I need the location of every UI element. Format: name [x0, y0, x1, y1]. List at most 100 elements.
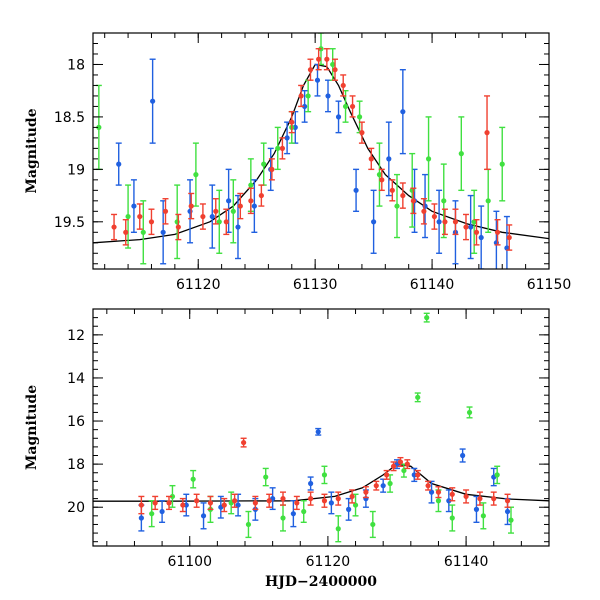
x-tick-label: 61120: [306, 554, 351, 570]
data-point-blue: [325, 79, 332, 113]
data-point-green: [499, 126, 506, 202]
data-point-green: [494, 465, 501, 485]
data-point-green: [458, 116, 465, 192]
data-point-red: [462, 213, 469, 241]
data-point-blue: [490, 467, 497, 487]
plot-frame: [92, 32, 550, 270]
data-point-blue: [284, 121, 291, 155]
data-point-green: [394, 173, 400, 239]
data-point-red: [321, 493, 328, 508]
y-tick-label: 16: [67, 414, 85, 430]
data-point-red: [441, 208, 448, 236]
data-point-blue: [445, 489, 452, 513]
data-point-red: [362, 486, 369, 499]
data-point-red: [298, 84, 305, 108]
series-red: [138, 437, 511, 515]
data-point-red: [240, 437, 247, 448]
y-tick-label: 19: [67, 162, 85, 178]
data-point-red: [431, 203, 438, 230]
y-tick-label: 18: [67, 57, 85, 73]
data-point-blue: [307, 476, 314, 491]
data-point-green: [376, 142, 383, 207]
data-point-blue: [345, 497, 352, 521]
data-point-blue: [200, 502, 207, 530]
data-point-green: [466, 406, 473, 419]
data-point-red: [231, 493, 238, 508]
data-point-blue: [159, 500, 166, 523]
data-point-red: [307, 491, 314, 506]
x-tick-label: 61150: [527, 277, 572, 293]
data-point-green: [300, 500, 307, 523]
data-point-red: [410, 187, 417, 215]
data-point-red: [397, 456, 404, 467]
plot-frame: [92, 308, 550, 547]
x-tick-label: 61120: [176, 277, 221, 293]
y-tick-label: 12: [67, 328, 85, 344]
data-point-blue: [235, 493, 242, 517]
series-green: [95, 33, 506, 265]
data-point-red: [383, 469, 390, 480]
data-point-red: [463, 489, 470, 504]
data-point-red: [425, 480, 432, 491]
data-point-red: [473, 219, 480, 246]
data-point-blue: [315, 427, 322, 436]
top-panel-light-curve: 61120 61130 61140 61150 18 18.5 19 19.5 Magnitud…: [24, 32, 572, 293]
data-point-green: [274, 126, 281, 171]
data-point-blue: [380, 478, 387, 493]
data-point-green: [440, 163, 447, 239]
data-point-red: [349, 95, 356, 118]
data-point-red: [435, 486, 442, 499]
data-point-red: [138, 495, 145, 515]
data-point-blue: [115, 142, 122, 186]
data-point-green: [414, 392, 421, 403]
x-tick-label: 61140: [410, 277, 455, 293]
data-point-green: [423, 312, 430, 323]
data-point-green: [174, 184, 181, 260]
data-point-red: [207, 495, 214, 511]
y-tick-label: 18: [67, 457, 85, 473]
data-point-blue: [328, 491, 335, 515]
data-point-blue: [301, 89, 308, 123]
data-point-blue: [493, 210, 500, 269]
data-point-red: [111, 213, 118, 241]
data-point-blue: [217, 495, 224, 519]
data-point-blue: [459, 448, 466, 463]
data-point-blue: [149, 58, 156, 144]
data-point-red: [266, 493, 273, 508]
data-point-blue: [436, 189, 443, 254]
data-point-red: [258, 184, 265, 207]
data-point-red: [307, 58, 314, 81]
plot-area: [93, 33, 549, 269]
data-point-red: [506, 224, 513, 251]
data-point-blue: [290, 500, 297, 528]
data-point-red: [476, 491, 483, 506]
data-point-red: [293, 495, 300, 511]
data-point-green: [471, 189, 478, 254]
data-point-green: [480, 502, 487, 530]
data-point-red: [252, 495, 259, 511]
data-point-red: [504, 493, 511, 508]
data-point-blue: [399, 69, 406, 155]
data-point-blue: [269, 487, 276, 511]
data-point-blue: [467, 194, 474, 260]
data-point-red: [358, 121, 365, 144]
data-point-red: [390, 461, 397, 472]
data-point-blue: [428, 480, 435, 504]
data-point-red: [315, 48, 322, 71]
data-point-green: [230, 179, 237, 244]
data-point-green: [245, 510, 252, 539]
data-point-red: [452, 208, 459, 236]
y-tick-label: 18.5: [54, 110, 85, 126]
data-point-red: [368, 147, 375, 171]
data-point-red: [389, 179, 396, 202]
data-point-red: [280, 491, 286, 506]
data-point-green: [140, 200, 147, 265]
data-point-blue: [478, 205, 485, 269]
series-blue: [115, 58, 510, 269]
x-axis-label: HJD−2400000: [265, 574, 377, 590]
data-point-red: [188, 192, 195, 220]
data-point-red: [148, 208, 155, 236]
y-axis-label: Magnitude: [24, 385, 40, 470]
data-point-blue: [422, 173, 429, 239]
plot-area: [93, 312, 549, 543]
